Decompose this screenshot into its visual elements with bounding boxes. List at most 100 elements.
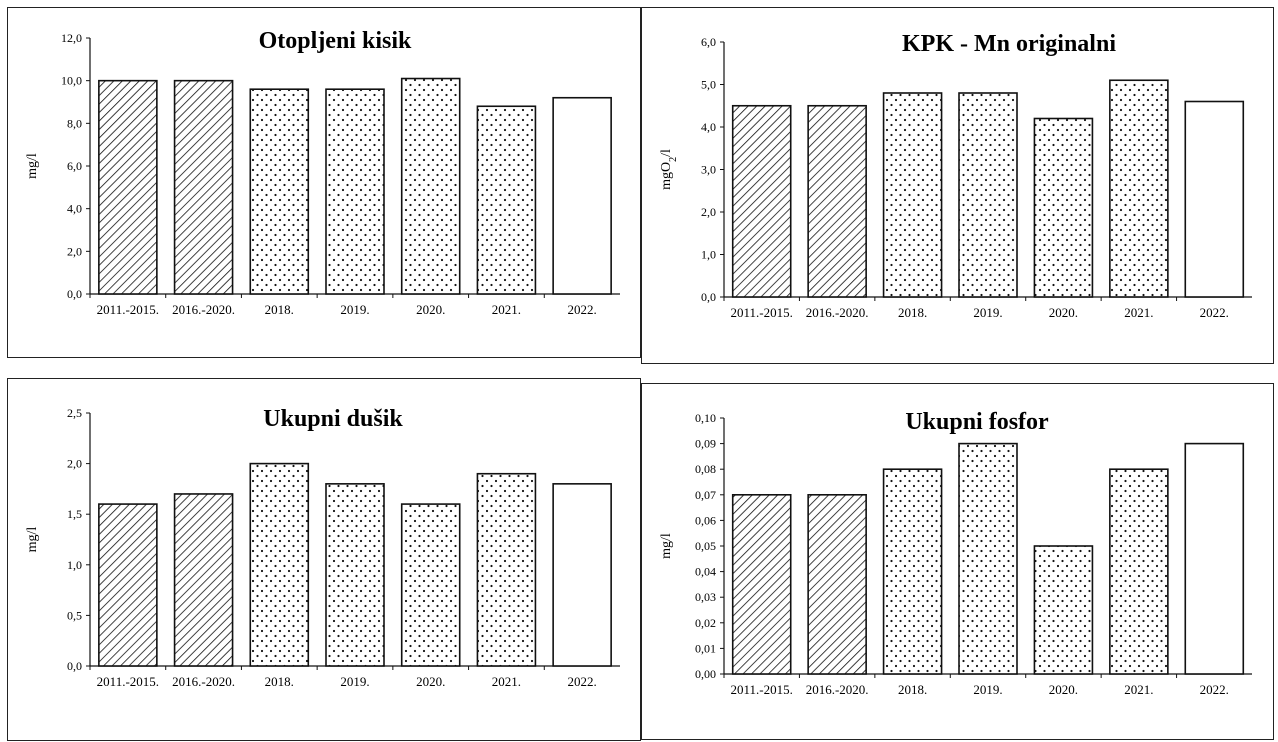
bar-2020-: [1034, 546, 1092, 674]
y-tick-label: 1,5: [67, 507, 82, 521]
y-axis-label: mgO2/l: [659, 149, 679, 190]
bar-2016-2020-: [175, 494, 233, 666]
y-axis-label-main: mg/l: [659, 533, 674, 559]
chart-panel-dissolved-oxygen: 0,0 2,0 4,0 6,0 8,0 10,0 12,0 mg/l Otopljeni kis…: [7, 7, 641, 358]
bar-2019-: [326, 484, 384, 666]
x-tick-label: 2018.: [265, 674, 294, 689]
y-tick-label: 0,02: [695, 616, 716, 630]
chart-svg: 0,0 1,0 2,0 3,0 4,0 5,0 6,0 mgO2/l KPK - Mn orig…: [642, 8, 1272, 362]
y-axis-label-main: mg/l: [25, 527, 40, 553]
x-tick-label: 2021.: [492, 674, 521, 689]
x-tick-label: 2022.: [568, 302, 597, 317]
x-tick-label: 2011.-2015.: [731, 305, 793, 320]
y-tick-label: 6,0: [701, 35, 716, 49]
x-tick-label: 2022.: [1200, 682, 1229, 697]
y-tick-label: 0,0: [67, 659, 82, 673]
bar-2011-2015-: [99, 81, 157, 294]
y-tick-label: 0,06: [695, 513, 716, 527]
x-tick-label: 2011.-2015.: [97, 674, 159, 689]
y-axis-label: mg/l: [659, 533, 674, 559]
chart-title: Ukupni dušik: [263, 406, 403, 432]
y-axis-label: mg/l: [25, 527, 40, 553]
y-tick-label: 8,0: [67, 116, 82, 130]
y-tick-label: 5,0: [701, 78, 716, 92]
x-tick-label: 2021.: [1124, 682, 1153, 697]
y-tick-label: 1,0: [67, 558, 82, 572]
bar-2018-: [884, 93, 942, 297]
y-axis-label-main: mg/l: [25, 153, 40, 179]
y-tick-label: 10,0: [61, 74, 82, 88]
x-tick-label: 2020.: [1049, 682, 1078, 697]
chart-svg: 0,00 0,01 0,02 0,03 0,04 0,05 0,06 0,07 0,08 0,09…: [642, 384, 1272, 738]
bar-2018-: [250, 89, 308, 294]
x-tick-label: 2016.-2020.: [172, 674, 235, 689]
x-tick-label: 2022.: [568, 674, 597, 689]
x-tick-label: 2021.: [1124, 305, 1153, 320]
bar-2016-2020-: [808, 495, 866, 674]
y-tick-label: 0,08: [695, 462, 716, 476]
y-axis-label-main: mgO: [659, 162, 674, 190]
chart-svg: 0,0 2,0 4,0 6,0 8,0 10,0 12,0 mg/l Otopljeni kis…: [8, 8, 639, 356]
bar-2011-2015-: [733, 495, 791, 674]
x-tick-label: 2019.: [340, 302, 369, 317]
bar-2021-: [477, 106, 535, 294]
x-tick-label: 2021.: [492, 302, 521, 317]
y-tick-label: 0,0: [701, 290, 716, 304]
y-tick-label: 12,0: [61, 31, 82, 45]
x-tick-label: 2022.: [1200, 305, 1229, 320]
x-tick-label: 2011.-2015.: [97, 302, 159, 317]
x-tick-label: 2011.-2015.: [731, 682, 793, 697]
bar-2022-: [553, 98, 611, 294]
bar-2022-: [1185, 102, 1243, 298]
y-tick-label: 0,04: [695, 565, 716, 579]
y-tick-label: 0,03: [695, 590, 716, 604]
x-tick-label: 2016.-2020.: [806, 682, 869, 697]
x-tick-label: 2019.: [340, 674, 369, 689]
y-tick-label: 0,05: [695, 539, 716, 553]
chart-panel-kpk-mn: 0,0 1,0 2,0 3,0 4,0 5,0 6,0 mgO2/l KPK - Mn orig…: [641, 7, 1274, 364]
y-tick-label: 1,0: [701, 248, 716, 262]
bar-2021-: [477, 474, 535, 666]
y-tick-label: 0,09: [695, 437, 716, 451]
y-tick-label: 2,5: [67, 406, 82, 420]
y-tick-label: 2,0: [67, 457, 82, 471]
chart-title: Ukupni fosfor: [905, 409, 1049, 435]
x-tick-label: 2016.-2020.: [172, 302, 235, 317]
x-tick-label: 2020.: [416, 674, 445, 689]
y-tick-label: 6,0: [67, 159, 82, 173]
y-tick-label: 0,5: [67, 608, 82, 622]
y-tick-label: 4,0: [67, 202, 82, 216]
y-tick-label: 0,10: [695, 411, 716, 425]
y-tick-label: 2,0: [67, 244, 82, 258]
bar-2018-: [250, 464, 308, 666]
x-tick-label: 2018.: [898, 682, 927, 697]
chart-panel-total-nitrogen: 0,0 0,5 1,0 1,5 2,0 2,5 mg/l Ukupni dušik 2011.-…: [7, 378, 641, 741]
bar-2020-: [402, 504, 460, 666]
chart-panel-total-phosphorus: 0,00 0,01 0,02 0,03 0,04 0,05 0,06 0,07 0,08 0,09…: [641, 383, 1274, 740]
bar-2018-: [884, 469, 942, 674]
bar-2021-: [1110, 469, 1168, 674]
bar-2016-2020-: [175, 81, 233, 294]
bar-2021-: [1110, 80, 1168, 297]
bar-2016-2020-: [808, 106, 866, 297]
bar-2022-: [1185, 444, 1243, 674]
bar-2011-2015-: [99, 504, 157, 666]
bar-2019-: [959, 93, 1017, 297]
bar-2011-2015-: [733, 106, 791, 297]
x-tick-label: 2020.: [416, 302, 445, 317]
chart-svg: 0,0 0,5 1,0 1,5 2,0 2,5 mg/l Ukupni dušik 2011.-…: [8, 379, 639, 739]
x-tick-label: 2019.: [973, 305, 1002, 320]
x-tick-label: 2019.: [973, 682, 1002, 697]
bar-2022-: [553, 484, 611, 666]
y-tick-label: 0,07: [695, 488, 716, 502]
bar-2019-: [326, 89, 384, 294]
x-tick-label: 2016.-2020.: [806, 305, 869, 320]
x-tick-label: 2020.: [1049, 305, 1078, 320]
y-tick-label: 0,0: [67, 287, 82, 301]
y-tick-label: 0,00: [695, 667, 716, 681]
bar-2020-: [402, 79, 460, 294]
x-tick-label: 2018.: [898, 305, 927, 320]
y-tick-label: 4,0: [701, 120, 716, 134]
bar-2019-: [959, 444, 1017, 674]
chart-title: KPK - Mn originalni: [902, 31, 1116, 57]
